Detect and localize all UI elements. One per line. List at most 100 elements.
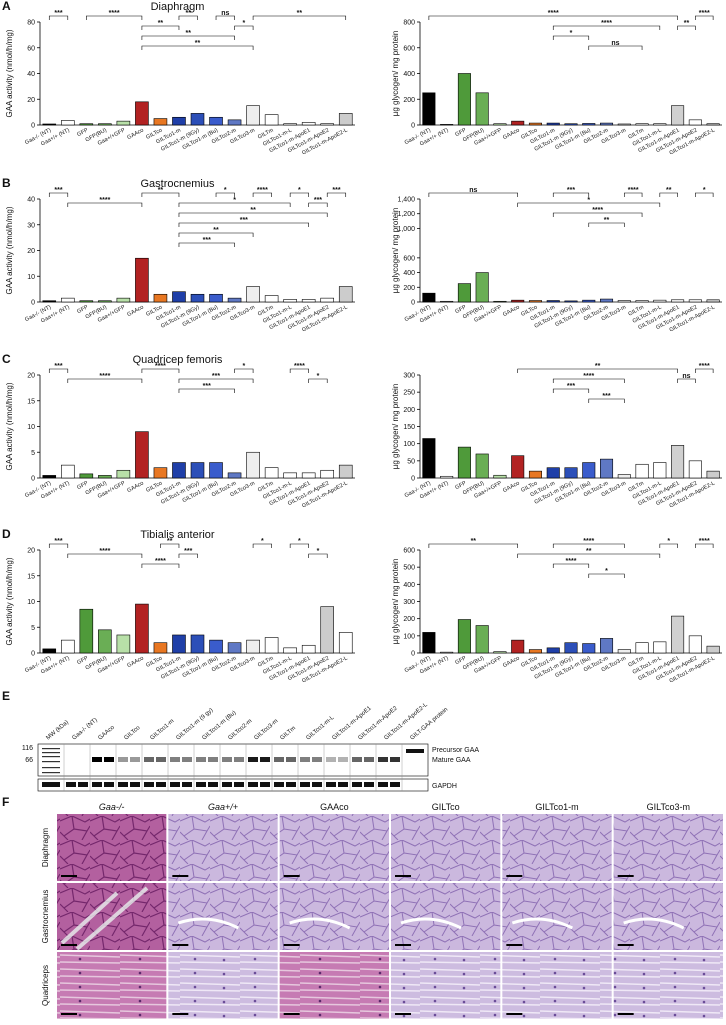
ladder-band [42, 748, 60, 750]
x-tick-label: GFP [454, 127, 467, 138]
bar [98, 300, 112, 303]
bar [172, 634, 186, 654]
y-tick-label: 5 [31, 625, 35, 632]
y-tick-label: 10 [27, 274, 35, 281]
band [326, 757, 336, 762]
significance-bracket [695, 368, 714, 373]
y-tick-label: 600 [403, 45, 415, 52]
band [390, 757, 400, 762]
bar [546, 300, 560, 303]
bar [338, 113, 353, 126]
significance-label: ** [604, 217, 610, 224]
significance-bracket [517, 553, 661, 558]
bar [209, 293, 223, 303]
bar [688, 299, 702, 303]
y-tick-label: 200 [403, 97, 415, 104]
significance-bracket [552, 192, 590, 197]
band [66, 782, 76, 787]
bar [600, 122, 614, 126]
bar [209, 639, 223, 654]
significance-bracket [588, 398, 625, 403]
band [338, 782, 348, 787]
histology-image [391, 952, 501, 1019]
bar [301, 472, 316, 479]
bar [528, 300, 542, 303]
bar [653, 462, 667, 479]
y-tick-label: 50 [407, 458, 415, 465]
significance-bracket [428, 15, 678, 20]
bar [79, 608, 94, 654]
significance-label: * [298, 538, 301, 545]
lane-label: Gaa-/- (NT) [71, 717, 98, 741]
bar [564, 467, 578, 479]
bar [671, 615, 685, 654]
y-tick-label: 250 [403, 390, 415, 397]
y-tick-label: 60 [27, 45, 35, 52]
significance-bracket [48, 543, 69, 548]
significance-bracket [234, 25, 254, 30]
tissue-gap [400, 917, 462, 930]
significance-bracket [677, 378, 696, 383]
significance-label: ** [186, 30, 192, 37]
significance-bracket [215, 192, 235, 197]
bar [61, 120, 75, 126]
significance-label: **** [294, 363, 305, 370]
bar [116, 120, 131, 126]
x-tick-label: GFP [454, 655, 467, 666]
x-tick-label: GAAco [502, 655, 520, 669]
ladder-band [42, 752, 60, 754]
significance-bracket [252, 192, 272, 197]
bar [227, 297, 242, 303]
tissue-gap [511, 917, 574, 930]
tissue-streak [60, 886, 149, 951]
bar [153, 118, 168, 126]
significance-bracket [178, 388, 235, 393]
y-tick-label: 20 [27, 97, 35, 104]
band [352, 782, 362, 787]
significance-label: **** [583, 538, 594, 545]
significance-bracket [252, 15, 347, 20]
bar [635, 642, 649, 654]
significance-bracket [588, 45, 643, 50]
band [286, 757, 296, 762]
significance-label: ns [469, 187, 477, 194]
significance-bracket [552, 212, 643, 217]
significance-label: * [587, 197, 590, 204]
significance-label: *** [203, 383, 211, 390]
band [42, 782, 60, 787]
bar [546, 467, 560, 479]
significance-bracket [178, 242, 235, 247]
y-tick-label: 400 [403, 71, 415, 78]
band [104, 757, 114, 762]
lane-label: GILTco [123, 725, 142, 742]
histology-image [613, 952, 723, 1019]
histology-image [168, 952, 278, 1019]
band [92, 782, 102, 787]
bar [511, 455, 525, 479]
panel-letter: F [2, 795, 9, 809]
bar [301, 122, 316, 126]
bar [546, 122, 560, 126]
bar [706, 123, 720, 126]
tissue-gap [289, 917, 351, 930]
significance-bracket [552, 378, 625, 383]
significance-label: **** [583, 373, 594, 380]
bar [264, 295, 279, 303]
band [286, 782, 296, 787]
significance-label: **** [699, 538, 710, 545]
bar [440, 475, 454, 479]
significance-label: **** [155, 363, 166, 370]
band [144, 757, 154, 762]
bar [635, 300, 649, 303]
band [78, 782, 88, 787]
bar [617, 474, 631, 479]
bar [153, 642, 168, 654]
y-tick-label: 300 [403, 599, 415, 606]
bar [79, 473, 94, 479]
significance-label: ** [250, 207, 256, 214]
significance-label: * [570, 30, 573, 37]
bar [227, 472, 242, 479]
significance-label: **** [628, 187, 639, 194]
significance-bracket [48, 368, 69, 373]
significance-label: ** [186, 10, 192, 17]
